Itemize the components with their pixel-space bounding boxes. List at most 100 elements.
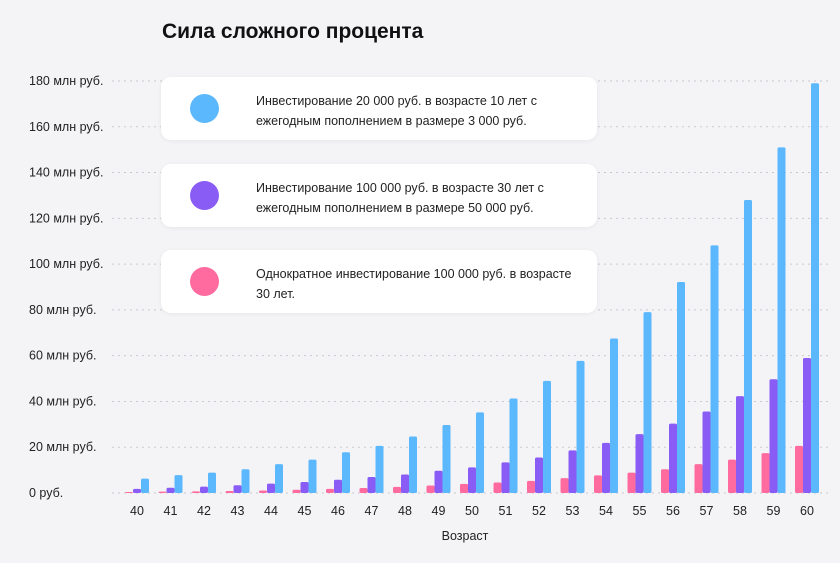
x-tick-label: 59: [767, 504, 781, 518]
y-tick-label: 20 млн руб.: [29, 440, 96, 454]
bar: [359, 487, 368, 493]
bar: [476, 412, 484, 493]
x-tick-label: 50: [465, 504, 479, 518]
bar: [568, 450, 577, 493]
bar: [174, 475, 183, 493]
legend-card-blue: Инвестирование 20 000 руб. в возрасте 10…: [161, 77, 597, 140]
bar: [393, 486, 401, 493]
bar: [576, 360, 585, 493]
bar: [694, 464, 703, 493]
y-tick-label: 60 млн руб.: [29, 349, 96, 363]
bar: [375, 445, 384, 493]
bar: [208, 472, 216, 493]
bar: [342, 452, 350, 493]
bar: [761, 453, 770, 493]
legend-dot-purple: [190, 181, 219, 210]
bar: [493, 482, 502, 493]
bar: [728, 459, 736, 493]
bar: [777, 147, 786, 493]
bar: [677, 281, 685, 493]
legend-card-purple: Инвестирование 100 000 руб. в возрасте 3…: [161, 164, 597, 227]
x-tick-label: 48: [398, 504, 412, 518]
x-tick-label: 53: [566, 504, 580, 518]
x-tick-label: 60: [800, 504, 814, 518]
bar: [795, 445, 803, 493]
bar: [409, 436, 417, 493]
legend-label-purple: Инвестирование 100 000 руб. в возрасте 3…: [256, 181, 544, 215]
chart-title: Сила сложного процента: [162, 20, 424, 43]
bar: [635, 434, 644, 493]
bar: [192, 491, 200, 493]
y-tick-label: 100 млн руб.: [29, 257, 103, 271]
bar: [225, 490, 234, 493]
x-tick-label: 57: [700, 504, 714, 518]
legend-card-pink: Однократное инвестирование 100 000 руб. …: [161, 250, 597, 313]
bar: [669, 423, 677, 493]
bar: [803, 357, 811, 493]
bar: [434, 470, 443, 493]
x-tick-label: 55: [633, 504, 647, 518]
bar: [166, 487, 175, 493]
x-tick-label: 51: [499, 504, 513, 518]
y-axis-tick-labels: 0 руб. 20 млн руб. 40 млн руб. 60 млн руб. 8…: [29, 74, 103, 500]
x-tick-label: 40: [130, 504, 144, 518]
bar: [426, 485, 435, 493]
x-axis-tick-labels: 40 41 42 43 44 45 46 47 48 49 50 51 52 53 54 55 56 57 58 59…: [130, 504, 814, 518]
bar: [501, 462, 510, 493]
bar: [710, 245, 719, 493]
bar: [141, 478, 149, 493]
bar: [259, 490, 267, 493]
x-tick-label: 41: [164, 504, 178, 518]
x-tick-label: 49: [432, 504, 446, 518]
bar: [535, 457, 543, 493]
bar: [460, 483, 468, 493]
bar: [125, 492, 133, 493]
bar: [401, 474, 409, 493]
x-tick-label: 47: [365, 504, 379, 518]
bars: [125, 83, 819, 494]
bar: [308, 459, 317, 493]
bar: [233, 485, 242, 493]
y-tick-label: 180 млн руб.: [29, 74, 103, 88]
bar: [200, 486, 208, 493]
x-axis-label: Возраст: [442, 529, 489, 543]
bar: [627, 472, 636, 493]
bar: [744, 200, 752, 493]
bar: [610, 338, 618, 493]
bar: [367, 476, 376, 493]
bar: [560, 478, 569, 493]
bar: [133, 488, 141, 493]
legend-dot-blue: [190, 94, 219, 123]
x-tick-label: 52: [532, 504, 546, 518]
x-tick-label: 43: [231, 504, 245, 518]
legend-label-pink: Однократное инвестирование 100 000 руб. …: [256, 267, 572, 301]
bar: [769, 379, 778, 493]
bar: [527, 480, 535, 493]
x-tick-label: 46: [331, 504, 345, 518]
bar: [702, 411, 711, 493]
bar: [643, 312, 652, 493]
bar: [326, 488, 334, 493]
bar: [442, 425, 451, 493]
bar: [811, 83, 819, 494]
bar: [468, 467, 476, 493]
bar: [300, 482, 309, 493]
y-tick-label: 140 млн руб.: [29, 166, 103, 180]
bar: [594, 475, 602, 493]
bar: [241, 469, 250, 493]
y-tick-label: 40 млн руб.: [29, 394, 96, 408]
bar: [543, 380, 551, 493]
legend-dot-pink: [190, 267, 219, 296]
legend-label-blue: Инвестирование 20 000 руб. в возрасте 10…: [256, 94, 537, 128]
bar: [736, 396, 744, 493]
x-tick-label: 42: [197, 504, 211, 518]
bar: [292, 489, 301, 493]
bar: [334, 479, 342, 493]
x-tick-label: 54: [599, 504, 613, 518]
x-tick-label: 56: [666, 504, 680, 518]
bar: [509, 398, 518, 493]
bar: [275, 464, 283, 493]
bar: [602, 442, 610, 493]
y-tick-label: 80 млн руб.: [29, 303, 96, 317]
y-tick-label: 120 млн руб.: [29, 211, 103, 225]
